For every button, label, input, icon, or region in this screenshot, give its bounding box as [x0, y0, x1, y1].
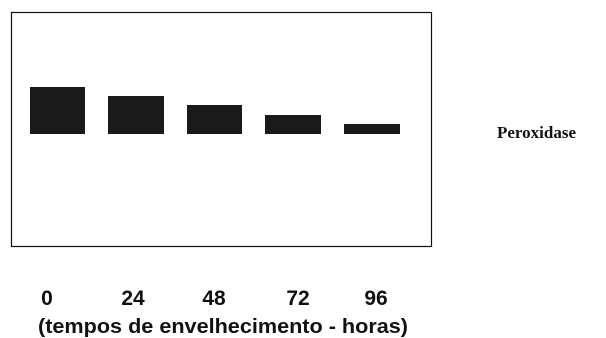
band — [108, 96, 164, 134]
lane-label: 0 — [41, 287, 53, 310]
band — [187, 105, 242, 134]
band-label: Peroxidase — [497, 123, 576, 142]
band — [30, 87, 85, 134]
lane-label: 48 — [202, 287, 226, 310]
gel-figure: Peroxidase 0 24 48 72 96 (tempos de enve… — [0, 0, 606, 338]
page: Peroxidase 0 24 48 72 96 (tempos de enve… — [0, 0, 606, 338]
band — [344, 124, 400, 134]
axis-caption: (tempos de envelhecimento - horas) — [38, 316, 408, 338]
lane-label: 72 — [286, 287, 309, 310]
lane-label: 96 — [364, 287, 387, 310]
lane-label: 24 — [121, 287, 145, 310]
band — [265, 115, 321, 134]
